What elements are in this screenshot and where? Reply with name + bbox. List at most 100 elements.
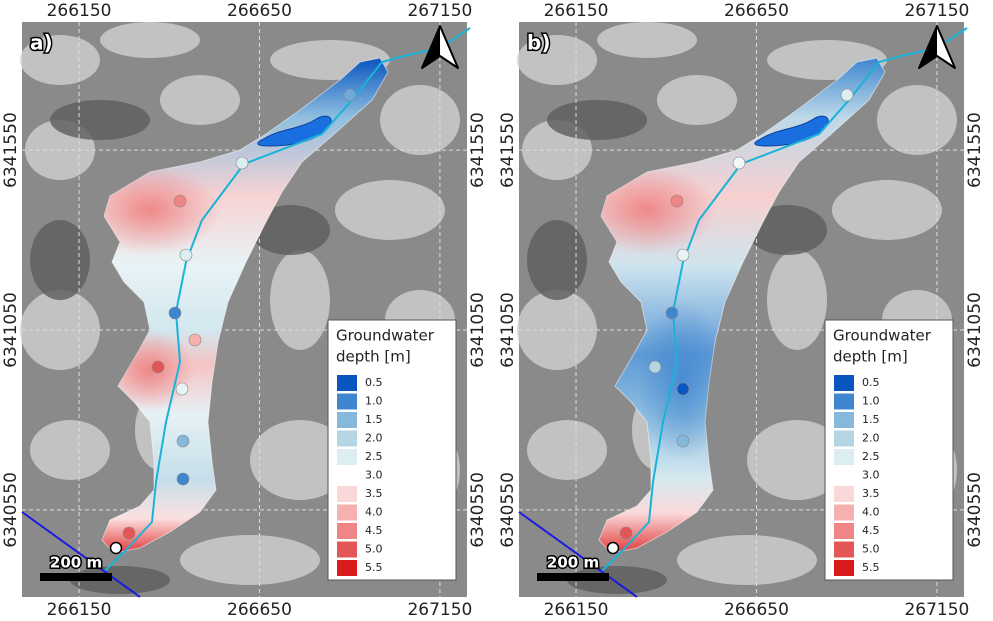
legend-label: 4.5 <box>862 524 880 537</box>
x-coord-label: 266150 <box>47 1 112 21</box>
legend-label: 3.5 <box>862 487 880 500</box>
x-coord-label: 266150 <box>544 600 609 620</box>
legend-swatch <box>834 560 854 576</box>
legend-title: depth [m] <box>336 348 411 366</box>
legend-swatch <box>337 431 357 447</box>
legend-swatch <box>834 505 854 521</box>
legend-swatch <box>834 468 854 484</box>
terrain-patch <box>527 220 587 300</box>
terrain-patch <box>527 420 607 480</box>
map-panel: 266150 266150 266650 266650 267150 267150 6340… <box>1 1 488 620</box>
y-coord-label: 6341050 <box>1 292 21 368</box>
legend-label: 3.0 <box>862 469 880 482</box>
figure: 266150 266150 266650 266650 267150 267150 6340… <box>0 0 993 621</box>
legend-swatch <box>834 412 854 428</box>
legend-swatch <box>834 431 854 447</box>
terrain-patch <box>877 85 957 155</box>
panel-label: a) <box>30 31 53 55</box>
legend-swatch <box>834 375 854 391</box>
terrain-patch <box>100 22 200 58</box>
page: {"panels": [ {"label": "a)", "xlim": [26… <box>0 0 993 621</box>
scale-label: 200 m <box>547 554 599 572</box>
y-coord-label: 6341050 <box>965 292 985 368</box>
terrain-patch <box>30 220 90 300</box>
well <box>671 195 683 207</box>
legend-label: 1.0 <box>365 395 383 408</box>
legend-swatch <box>337 394 357 410</box>
legend-title: Groundwater <box>833 327 932 345</box>
legend-swatch <box>337 412 357 428</box>
legend-title: depth [m] <box>833 348 908 366</box>
legend-label: 2.5 <box>365 450 383 463</box>
terrain-patch <box>30 420 110 480</box>
legend-swatch <box>337 523 357 539</box>
legend-swatch <box>337 375 357 391</box>
legend-label: 2.5 <box>862 450 880 463</box>
scale-bar <box>537 573 609 581</box>
legend-swatch <box>337 449 357 465</box>
y-coord-label: 6341550 <box>965 112 985 188</box>
well <box>177 435 189 447</box>
y-coord-label: 6340550 <box>965 472 985 548</box>
well <box>123 527 135 539</box>
panel-label: b) <box>527 31 550 55</box>
terrain-patch <box>657 75 737 125</box>
legend-swatch <box>337 486 357 502</box>
legend-swatch <box>834 394 854 410</box>
scale-bar <box>40 573 112 581</box>
x-coord-label: 267150 <box>407 1 472 21</box>
well <box>174 195 186 207</box>
well <box>620 527 632 539</box>
map-panel: 2661502661502666502666502671502671506340… <box>498 1 985 620</box>
well <box>666 307 678 319</box>
legend-label: 3.0 <box>365 469 383 482</box>
legend-swatch <box>834 486 854 502</box>
legend-swatch <box>337 560 357 576</box>
x-coord-label: 266650 <box>724 600 789 620</box>
legend-label: 4.0 <box>365 506 383 519</box>
terrain-patch <box>832 180 942 240</box>
x-coord-label: 267150 <box>904 600 969 620</box>
legend-label: 0.5 <box>365 376 383 389</box>
legend-swatch <box>834 542 854 558</box>
y-coord-label: 6341550 <box>468 112 488 188</box>
well <box>236 157 248 169</box>
x-coord-label: 267150 <box>407 600 472 620</box>
legend-swatch <box>337 505 357 521</box>
legend-label: 5.5 <box>365 561 383 574</box>
legend-swatch <box>337 542 357 558</box>
x-coord-label: 266150 <box>544 1 609 21</box>
y-coord-label: 6340550 <box>498 472 518 548</box>
well <box>677 383 689 395</box>
y-coord-label: 6341050 <box>498 292 518 368</box>
well <box>733 157 745 169</box>
legend-label: 2.0 <box>862 432 880 445</box>
terrain-patch <box>677 535 817 585</box>
well <box>677 435 689 447</box>
well <box>176 383 188 395</box>
well <box>180 249 192 261</box>
terrain-patch <box>180 535 320 585</box>
x-coord-label: 266650 <box>227 1 292 21</box>
well <box>677 249 689 261</box>
legend-label: 5.0 <box>862 543 880 556</box>
x-coord-label: 266150 <box>47 600 112 620</box>
legend-title: Groundwater <box>336 327 435 345</box>
y-coord-label: 6341550 <box>1 112 21 188</box>
x-coord-label: 266650 <box>227 600 292 620</box>
legend-label: 1.5 <box>862 413 880 426</box>
well <box>344 89 356 101</box>
y-coord-label: 6341550 <box>498 112 518 188</box>
y-coord-label: 6340550 <box>1 472 21 548</box>
well <box>169 307 181 319</box>
legend-swatch <box>834 523 854 539</box>
terrain-patch <box>335 180 445 240</box>
terrain-patch <box>270 250 330 350</box>
legend-label: 1.5 <box>365 413 383 426</box>
legend-label: 4.5 <box>365 524 383 537</box>
legend-label: 0.5 <box>862 376 880 389</box>
well <box>189 334 201 346</box>
terrain-patch <box>380 85 460 155</box>
terrain-patch <box>160 75 240 125</box>
terrain-patch <box>547 100 647 140</box>
